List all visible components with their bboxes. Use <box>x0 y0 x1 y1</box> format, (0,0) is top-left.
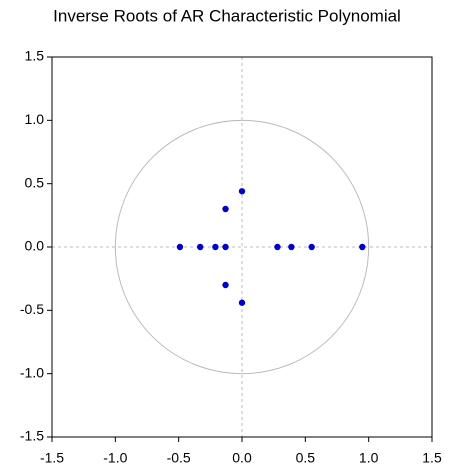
point <box>222 281 229 289</box>
point <box>222 243 229 251</box>
y-tick-label: -0.5 <box>20 301 44 317</box>
point <box>176 243 184 251</box>
x-tick-label: -0.5 <box>167 450 191 466</box>
point <box>288 243 295 251</box>
chart-title: Inverse Roots of AR Characteristic Polyn… <box>53 6 401 25</box>
point <box>359 243 366 251</box>
point <box>212 243 219 251</box>
point <box>308 243 315 251</box>
x-tick-label: 1.5 <box>422 450 442 466</box>
point <box>197 243 204 251</box>
y-tick-label: 0.5 <box>25 174 45 190</box>
point <box>274 243 281 251</box>
y-tick-label: 1.5 <box>25 48 45 64</box>
y-tick-label: 1.0 <box>25 111 45 127</box>
point <box>238 188 246 195</box>
y-tick-label: -1.5 <box>20 428 44 444</box>
unit-circle <box>114 119 370 375</box>
x-tick-label: -1.0 <box>103 450 127 466</box>
x-tick-label: 0.5 <box>296 450 316 466</box>
point <box>222 205 229 213</box>
y-tick-label: 0.0 <box>25 238 45 254</box>
y-tick-label: -1.0 <box>20 364 44 380</box>
x-tick-label: 0.0 <box>232 450 252 466</box>
x-tick-label: 1.0 <box>359 450 379 466</box>
point <box>238 299 246 306</box>
x-tick-label: -1.5 <box>40 450 64 466</box>
